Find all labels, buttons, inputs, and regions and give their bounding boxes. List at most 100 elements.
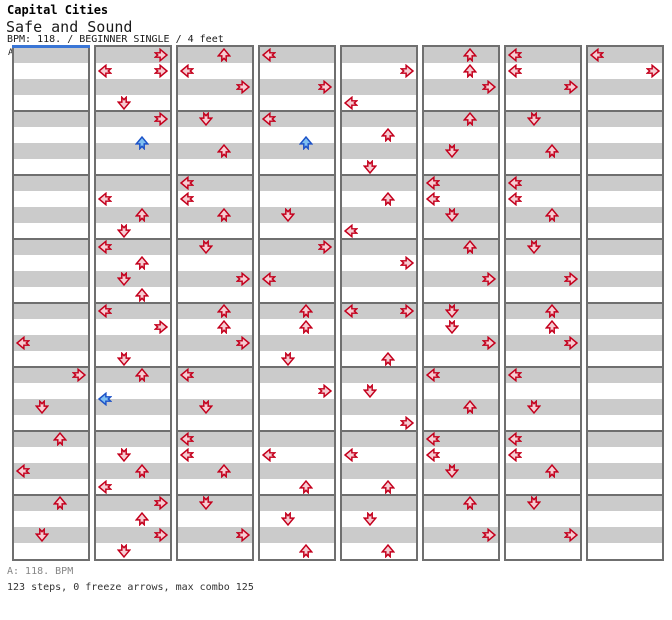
measure-line (14, 494, 88, 496)
up-arrow-icon (381, 352, 396, 366)
measure-line (506, 430, 580, 432)
down-arrow-icon (116, 352, 131, 366)
up-arrow-icon (463, 240, 478, 254)
up-arrow-icon (135, 512, 150, 526)
up-arrow-icon (135, 208, 150, 222)
measure-line (260, 174, 334, 176)
measure-line (14, 110, 88, 112)
up-arrow-icon (463, 64, 478, 78)
right-arrow-icon (153, 320, 168, 334)
measure-line (96, 174, 170, 176)
measure-line (588, 110, 662, 112)
measure-line (342, 174, 416, 176)
measure-line (424, 238, 498, 240)
up-arrow-icon (299, 136, 314, 150)
down-arrow-icon (198, 240, 213, 254)
measure-line (342, 110, 416, 112)
left-arrow-icon (16, 336, 31, 350)
left-arrow-icon (98, 304, 113, 318)
left-arrow-icon (98, 240, 113, 254)
down-arrow-icon (526, 112, 541, 126)
up-arrow-icon (545, 320, 560, 334)
right-arrow-icon (153, 112, 168, 126)
up-arrow-icon (135, 136, 150, 150)
right-arrow-icon (399, 416, 414, 430)
down-arrow-icon (526, 240, 541, 254)
left-arrow-icon (180, 368, 195, 382)
up-arrow-icon (299, 544, 314, 558)
measure-line (506, 302, 580, 304)
left-arrow-icon (344, 96, 359, 110)
measure-line (178, 494, 252, 496)
measure-line (424, 430, 498, 432)
right-arrow-icon (481, 528, 496, 542)
measure-line (14, 174, 88, 176)
up-arrow-icon (381, 128, 396, 142)
measure-line (424, 494, 498, 496)
measure-line (506, 238, 580, 240)
left-arrow-icon (262, 272, 277, 286)
measure-line (260, 302, 334, 304)
left-arrow-icon (344, 304, 359, 318)
right-arrow-icon (153, 64, 168, 78)
right-arrow-icon (317, 80, 332, 94)
right-arrow-icon (153, 528, 168, 542)
measure-column-2 (94, 45, 172, 561)
measure-line (506, 366, 580, 368)
left-arrow-icon (262, 112, 277, 126)
measure-line (424, 110, 498, 112)
up-arrow-icon (299, 320, 314, 334)
up-arrow-icon (217, 144, 232, 158)
measure-line (14, 302, 88, 304)
up-arrow-icon (381, 480, 396, 494)
footer-bpm-line: A: 118. BPM (7, 566, 74, 577)
left-arrow-icon (508, 368, 523, 382)
left-arrow-icon (98, 480, 113, 494)
measure-line (588, 238, 662, 240)
measure-line (178, 110, 252, 112)
up-arrow-icon (299, 304, 314, 318)
left-arrow-icon (426, 432, 441, 446)
chart-difficulty-info: BPM: 118. / BEGINNER SINGLE / 4 feet (7, 34, 224, 45)
up-arrow-icon (53, 496, 68, 510)
measure-line (588, 494, 662, 496)
right-arrow-icon (317, 240, 332, 254)
down-arrow-icon (444, 208, 459, 222)
footer-stats-line: 123 steps, 0 freeze arrows, max combo 12… (7, 582, 254, 593)
right-arrow-icon (235, 336, 250, 350)
left-arrow-icon (98, 392, 113, 406)
measure-line (260, 430, 334, 432)
measure-line (506, 174, 580, 176)
down-arrow-icon (198, 400, 213, 414)
right-arrow-icon (563, 80, 578, 94)
down-arrow-icon (280, 512, 295, 526)
down-arrow-icon (526, 496, 541, 510)
song-title: Safe and Sound (6, 18, 133, 36)
down-arrow-icon (362, 160, 377, 174)
down-arrow-icon (116, 544, 131, 558)
measure-line (342, 238, 416, 240)
up-arrow-icon (545, 208, 560, 222)
up-arrow-icon (463, 48, 478, 62)
measure-column-4 (258, 45, 336, 561)
right-arrow-icon (481, 336, 496, 350)
up-arrow-icon (381, 192, 396, 206)
left-arrow-icon (508, 448, 523, 462)
up-arrow-icon (217, 208, 232, 222)
measure-line (506, 494, 580, 496)
left-arrow-icon (98, 64, 113, 78)
up-arrow-icon (217, 48, 232, 62)
measure-line (96, 366, 170, 368)
measure-line (96, 238, 170, 240)
left-arrow-icon (426, 368, 441, 382)
measure-line (342, 430, 416, 432)
up-arrow-icon (217, 320, 232, 334)
down-arrow-icon (198, 496, 213, 510)
measure-line (14, 238, 88, 240)
measure-line (178, 366, 252, 368)
left-arrow-icon (590, 48, 605, 62)
down-arrow-icon (362, 384, 377, 398)
down-arrow-icon (444, 320, 459, 334)
down-arrow-icon (116, 96, 131, 110)
